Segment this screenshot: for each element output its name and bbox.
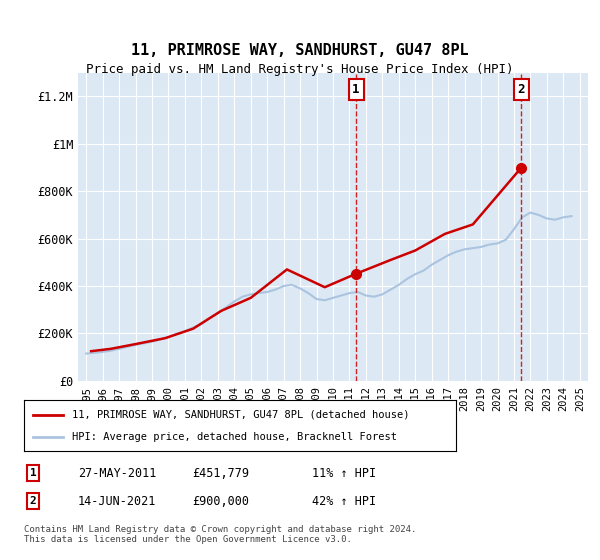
Text: £900,000: £900,000 <box>192 494 249 508</box>
Text: 14-JUN-2021: 14-JUN-2021 <box>78 494 157 508</box>
Text: 2: 2 <box>29 496 37 506</box>
Text: HPI: Average price, detached house, Bracknell Forest: HPI: Average price, detached house, Brac… <box>71 432 397 442</box>
Text: 1: 1 <box>29 468 37 478</box>
Text: Price paid vs. HM Land Registry's House Price Index (HPI): Price paid vs. HM Land Registry's House … <box>86 63 514 77</box>
Text: 11, PRIMROSE WAY, SANDHURST, GU47 8PL (detached house): 11, PRIMROSE WAY, SANDHURST, GU47 8PL (d… <box>71 409 409 419</box>
Text: Contains HM Land Registry data © Crown copyright and database right 2024.
This d: Contains HM Land Registry data © Crown c… <box>24 525 416 544</box>
Text: 11, PRIMROSE WAY, SANDHURST, GU47 8PL: 11, PRIMROSE WAY, SANDHURST, GU47 8PL <box>131 43 469 58</box>
Text: 2: 2 <box>518 83 525 96</box>
Text: 11% ↑ HPI: 11% ↑ HPI <box>312 466 376 480</box>
Text: 42% ↑ HPI: 42% ↑ HPI <box>312 494 376 508</box>
Text: £451,779: £451,779 <box>192 466 249 480</box>
Text: 1: 1 <box>352 83 360 96</box>
Text: 27-MAY-2011: 27-MAY-2011 <box>78 466 157 480</box>
